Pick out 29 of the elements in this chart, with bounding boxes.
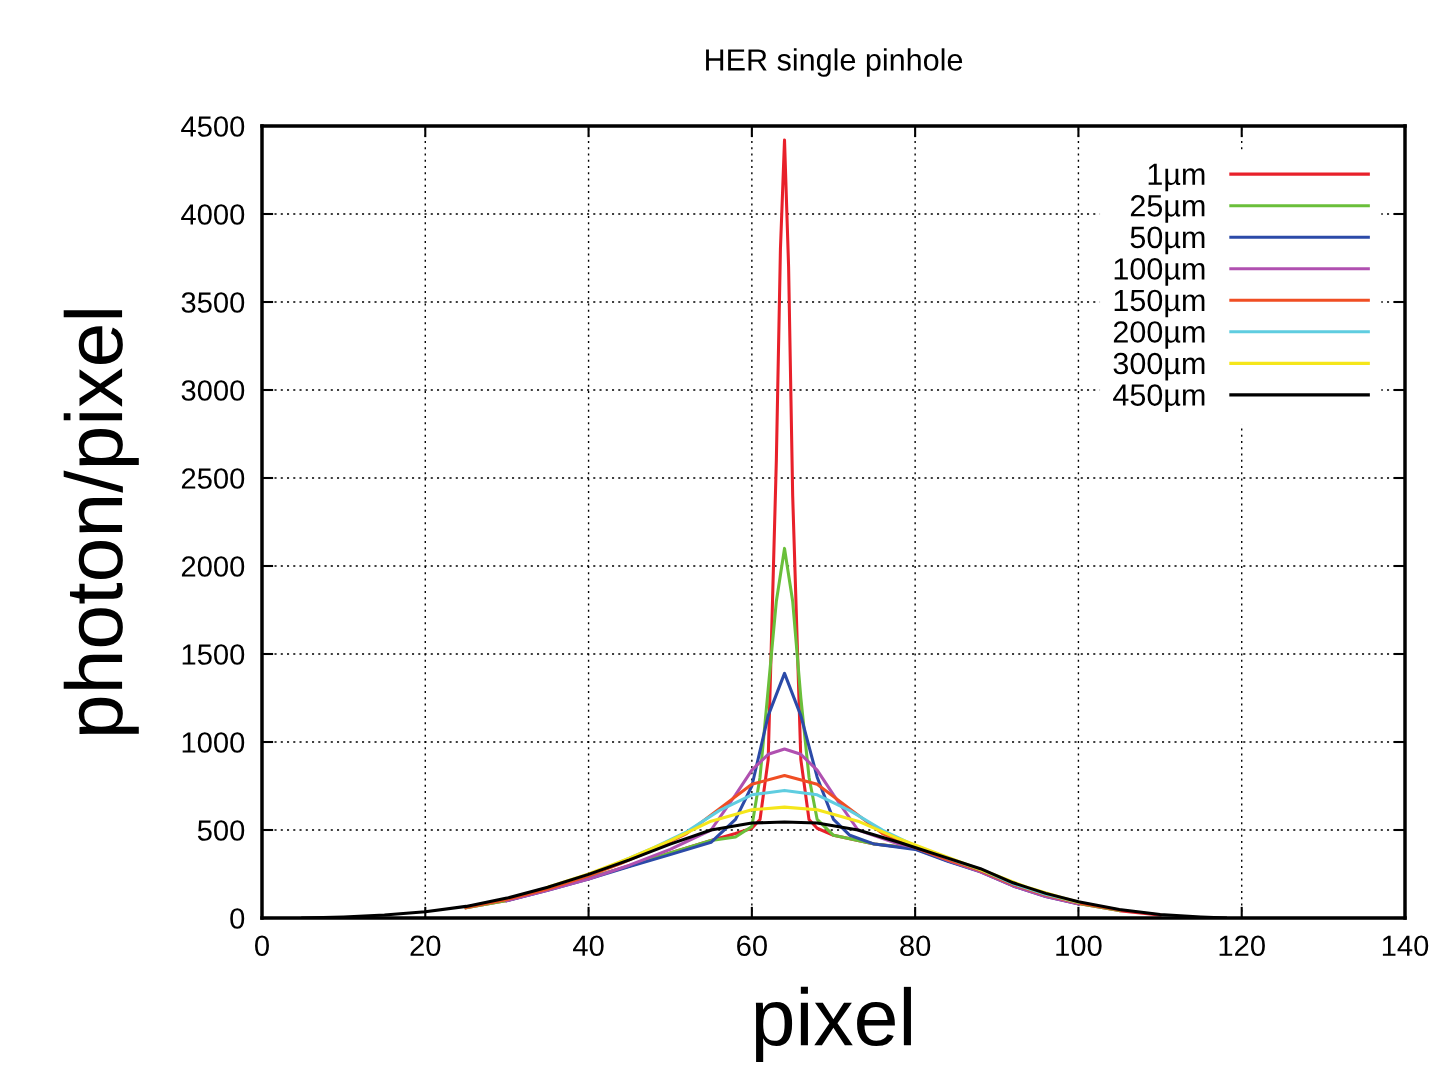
chart-title: HER single pinhole: [706, 48, 963, 77]
y-tick-label: 1000: [182, 732, 245, 753]
y-tick-label: 3000: [181, 380, 245, 401]
legend-label: 450µm: [1113, 384, 1205, 412]
legend-label: 100µm: [1114, 258, 1205, 286]
x-tick-label: 100: [1056, 935, 1102, 957]
y-tick-label: 1500: [182, 644, 245, 665]
y-axis-title: photon/pixel: [63, 310, 139, 735]
legend-label: 150µm: [1114, 289, 1205, 318]
y-tick-label: 4500: [181, 116, 245, 137]
y-tick-label: 0: [230, 908, 245, 929]
x-tick-label: 40: [573, 935, 604, 957]
x-tick-label: 20: [410, 935, 441, 957]
x-tick-label: 60: [737, 935, 767, 957]
y-tick-label: 3500: [181, 292, 245, 313]
x-axis-title: pixel: [755, 986, 911, 1062]
y-tick-label: 2500: [181, 468, 245, 489]
y-tick-label: 500: [197, 820, 245, 841]
x-tick-label: 80: [900, 935, 931, 957]
y-tick-label: 4000: [181, 204, 245, 225]
legend-label: 25µm: [1130, 195, 1205, 223]
legend-label: 1µm: [1148, 163, 1205, 192]
legend-label: 300µm: [1113, 352, 1205, 381]
y-tick-label: 2000: [181, 556, 245, 577]
x-tick-label: 120: [1219, 935, 1265, 957]
legend-label: 50µm: [1130, 226, 1205, 255]
x-tick-label: 140: [1382, 935, 1429, 957]
legend-label: 200µm: [1113, 321, 1205, 349]
x-tick-label: 0: [255, 935, 269, 957]
